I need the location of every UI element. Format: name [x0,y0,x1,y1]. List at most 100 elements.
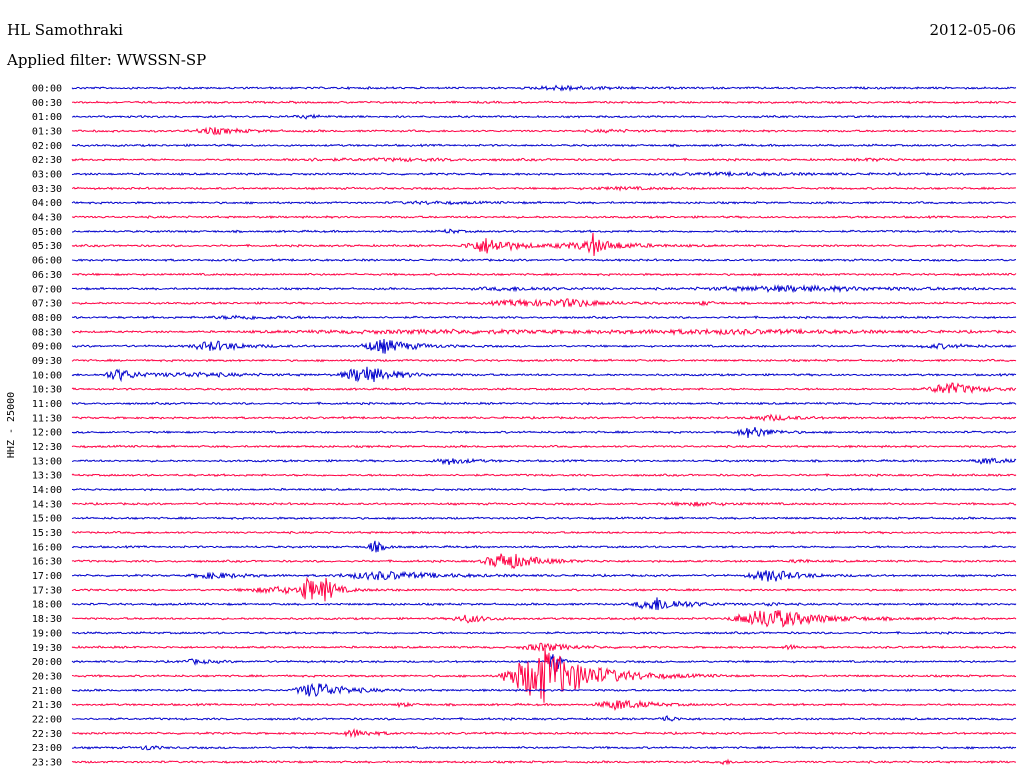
time-label-2300: 23:00 [32,743,62,754]
trace-1000 [71,366,1017,383]
trace-2100 [71,682,1017,698]
trace-1100 [71,401,1017,406]
time-label-2230: 22:30 [32,729,62,740]
time-label-0400: 04:00 [32,198,62,209]
time-label-0530: 05:30 [32,241,62,252]
time-label-0630: 06:30 [32,270,62,281]
trace-0600 [71,257,1017,263]
time-label-1730: 17:30 [32,585,62,596]
time-label-0200: 02:00 [32,141,62,152]
time-label-0330: 03:30 [32,184,62,195]
trace-2230 [71,727,1017,739]
trace-2330 [71,758,1017,766]
time-label-1430: 14:30 [32,499,62,510]
time-label-0830: 08:30 [32,327,62,338]
trace-0700 [71,284,1017,294]
time-label-0230: 02:30 [32,155,62,166]
time-label-0100: 01:00 [32,112,62,123]
time-label-1400: 14:00 [32,485,62,496]
trace-1030 [71,382,1017,394]
trace-0930 [71,358,1017,363]
time-label-0600: 06:00 [32,256,62,267]
time-label-1330: 13:30 [32,471,62,482]
trace-1630 [71,553,1017,570]
time-label-2100: 21:00 [32,686,62,697]
trace-2030 [71,648,1017,703]
time-label-2130: 21:30 [32,700,62,711]
time-label-1500: 15:00 [32,514,62,525]
trace-1200 [71,427,1017,439]
trace-0130 [71,126,1017,136]
trace-1800 [71,597,1017,611]
trace-0030 [71,100,1017,105]
trace-1700 [71,569,1017,582]
trace-0200 [71,143,1017,148]
trace-0530 [71,232,1017,256]
trace-0630 [71,272,1017,277]
station-title: HL Samothraki [7,21,123,39]
time-label-1600: 16:00 [32,542,62,553]
time-label-2000: 20:00 [32,657,62,668]
trace-0730 [71,298,1017,308]
time-label-1900: 19:00 [32,628,62,639]
time-label-0030: 00:30 [32,98,62,109]
trace-1230 [71,444,1017,449]
time-label-1930: 19:30 [32,643,62,654]
time-label-2030: 20:30 [32,671,62,682]
trace-1330 [71,473,1017,478]
time-label-1700: 17:00 [32,571,62,582]
time-label-0430: 04:30 [32,213,62,224]
time-label-0730: 07:30 [32,299,62,310]
time-label-1130: 11:30 [32,413,62,424]
time-label-0800: 08:00 [32,313,62,324]
time-label-1000: 10:00 [32,370,62,381]
time-label-1300: 13:00 [32,456,62,467]
time-label-0500: 05:00 [32,227,62,238]
trace-0300 [71,170,1017,178]
filter-label: Applied filter: WWSSN-SP [7,51,207,69]
time-label-2330: 23:30 [32,757,62,768]
time-label-1530: 15:30 [32,528,62,539]
trace-0800 [71,314,1017,321]
time-label-1200: 12:00 [32,428,62,439]
time-label-0000: 00:00 [32,84,62,95]
time-label-1230: 12:30 [32,442,62,453]
trace-1730 [71,576,1017,602]
time-label-0900: 09:00 [32,342,62,353]
trace-1530 [71,530,1017,535]
trace-0830 [71,327,1017,337]
trace-1300 [71,457,1017,466]
time-label-2200: 22:00 [32,714,62,725]
trace-1400 [71,487,1017,492]
trace-2000 [71,654,1017,676]
time-label-1030: 10:30 [32,385,62,396]
time-label-1630: 16:30 [32,557,62,568]
trace-0000 [71,84,1017,92]
trace-1930 [71,642,1017,653]
time-label-0300: 03:00 [32,170,62,181]
trace-1600 [71,540,1017,553]
trace-1430 [71,501,1017,508]
trace-0230 [71,156,1017,163]
trace-0400 [71,200,1017,206]
trace-2130 [71,699,1017,711]
trace-1500 [71,516,1017,521]
trace-1130 [71,413,1017,422]
trace-0900 [71,338,1017,354]
trace-2200 [71,715,1017,722]
trace-0100 [71,113,1017,120]
time-label-0700: 07:00 [32,284,62,295]
trace-1900 [71,630,1017,635]
time-label-1830: 18:30 [32,614,62,625]
trace-0330 [71,185,1017,192]
y-axis-label: HHZ - 25000 [6,392,17,458]
date-label: 2012-05-06 [929,21,1016,39]
trace-0430 [71,215,1017,220]
trace-1830 [71,610,1017,628]
time-label-1800: 18:00 [32,600,62,611]
trace-2300 [71,744,1017,751]
trace-0500 [71,228,1017,235]
time-label-0930: 09:30 [32,356,62,367]
time-label-1100: 11:00 [32,399,62,410]
